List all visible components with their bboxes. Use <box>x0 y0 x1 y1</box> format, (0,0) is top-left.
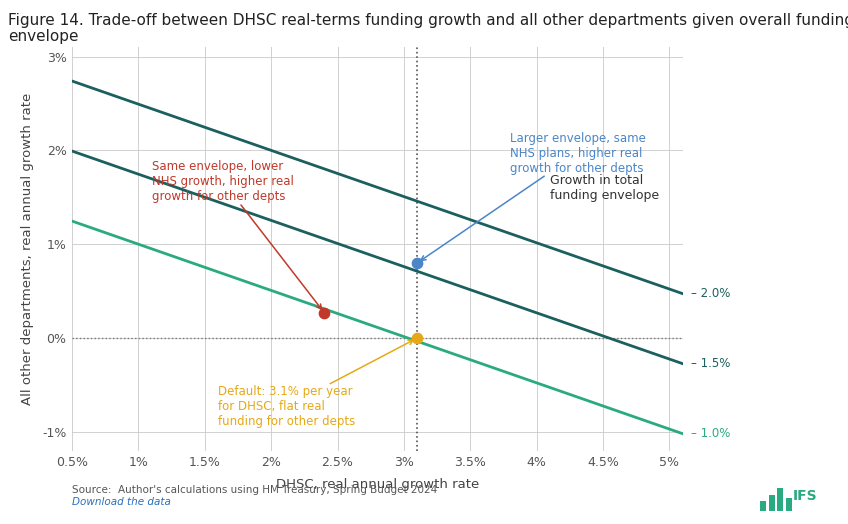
Bar <box>777 488 784 511</box>
Text: – 2.0%: – 2.0% <box>691 287 730 300</box>
Text: envelope: envelope <box>8 29 79 44</box>
Bar <box>761 501 767 511</box>
Text: Default: 3.1% per year
for DHSC, flat real
funding for other depts: Default: 3.1% per year for DHSC, flat re… <box>218 340 413 428</box>
Text: Same envelope, lower
NHS growth, higher real
growth for other depts: Same envelope, lower NHS growth, higher … <box>152 160 321 309</box>
Text: Figure 14. Trade-off between DHSC real-terms funding growth and all other depart: Figure 14. Trade-off between DHSC real-t… <box>8 13 848 28</box>
Text: Source:  Author's calculations using HM Treasury, Spring Budget 2024: Source: Author's calculations using HM T… <box>72 485 438 495</box>
Point <box>410 334 424 342</box>
Text: – 1.5%: – 1.5% <box>691 357 730 370</box>
Bar <box>768 495 775 511</box>
Text: Growth in total
funding envelope: Growth in total funding envelope <box>550 174 659 202</box>
Text: IFS: IFS <box>793 489 817 503</box>
Bar <box>785 498 792 511</box>
Point <box>317 309 331 317</box>
Y-axis label: All other departments, real annual growth rate: All other departments, real annual growt… <box>21 93 34 405</box>
Text: Download the data: Download the data <box>72 497 171 507</box>
Text: – 1.0%: – 1.0% <box>691 427 730 440</box>
Point <box>410 259 424 267</box>
Text: Larger envelope, same
NHS plans, higher real
growth for other depts: Larger envelope, same NHS plans, higher … <box>421 132 646 260</box>
X-axis label: DHSC, real annual growth rate: DHSC, real annual growth rate <box>276 477 479 490</box>
